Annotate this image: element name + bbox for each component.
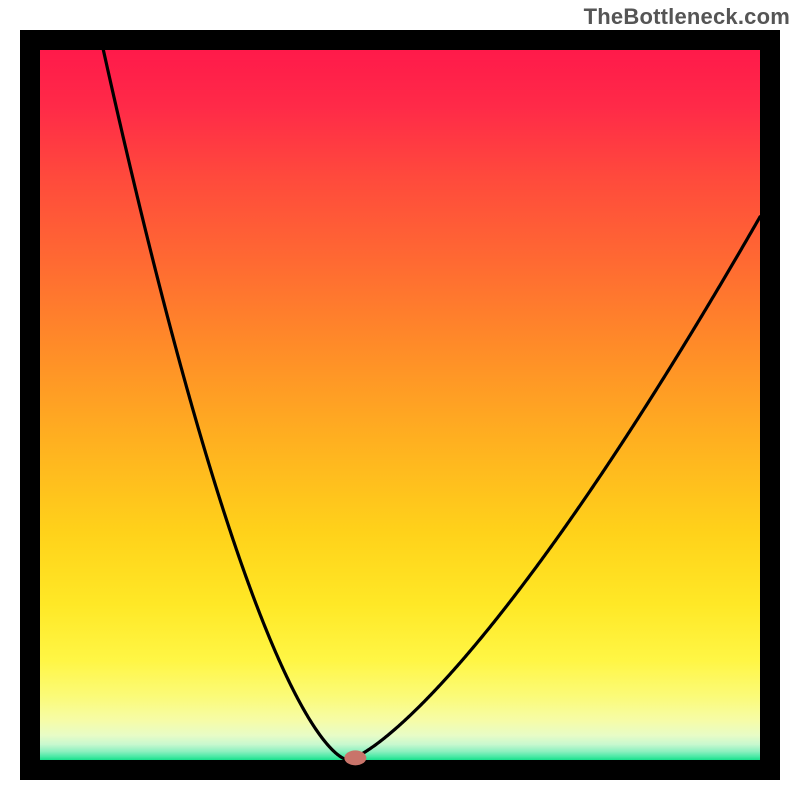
bottleneck-chart bbox=[0, 0, 800, 800]
watermark-text: TheBottleneck.com bbox=[584, 4, 790, 30]
chart-container: TheBottleneck.com bbox=[0, 0, 800, 800]
optimum-marker bbox=[344, 750, 366, 765]
gradient-background bbox=[40, 50, 760, 760]
